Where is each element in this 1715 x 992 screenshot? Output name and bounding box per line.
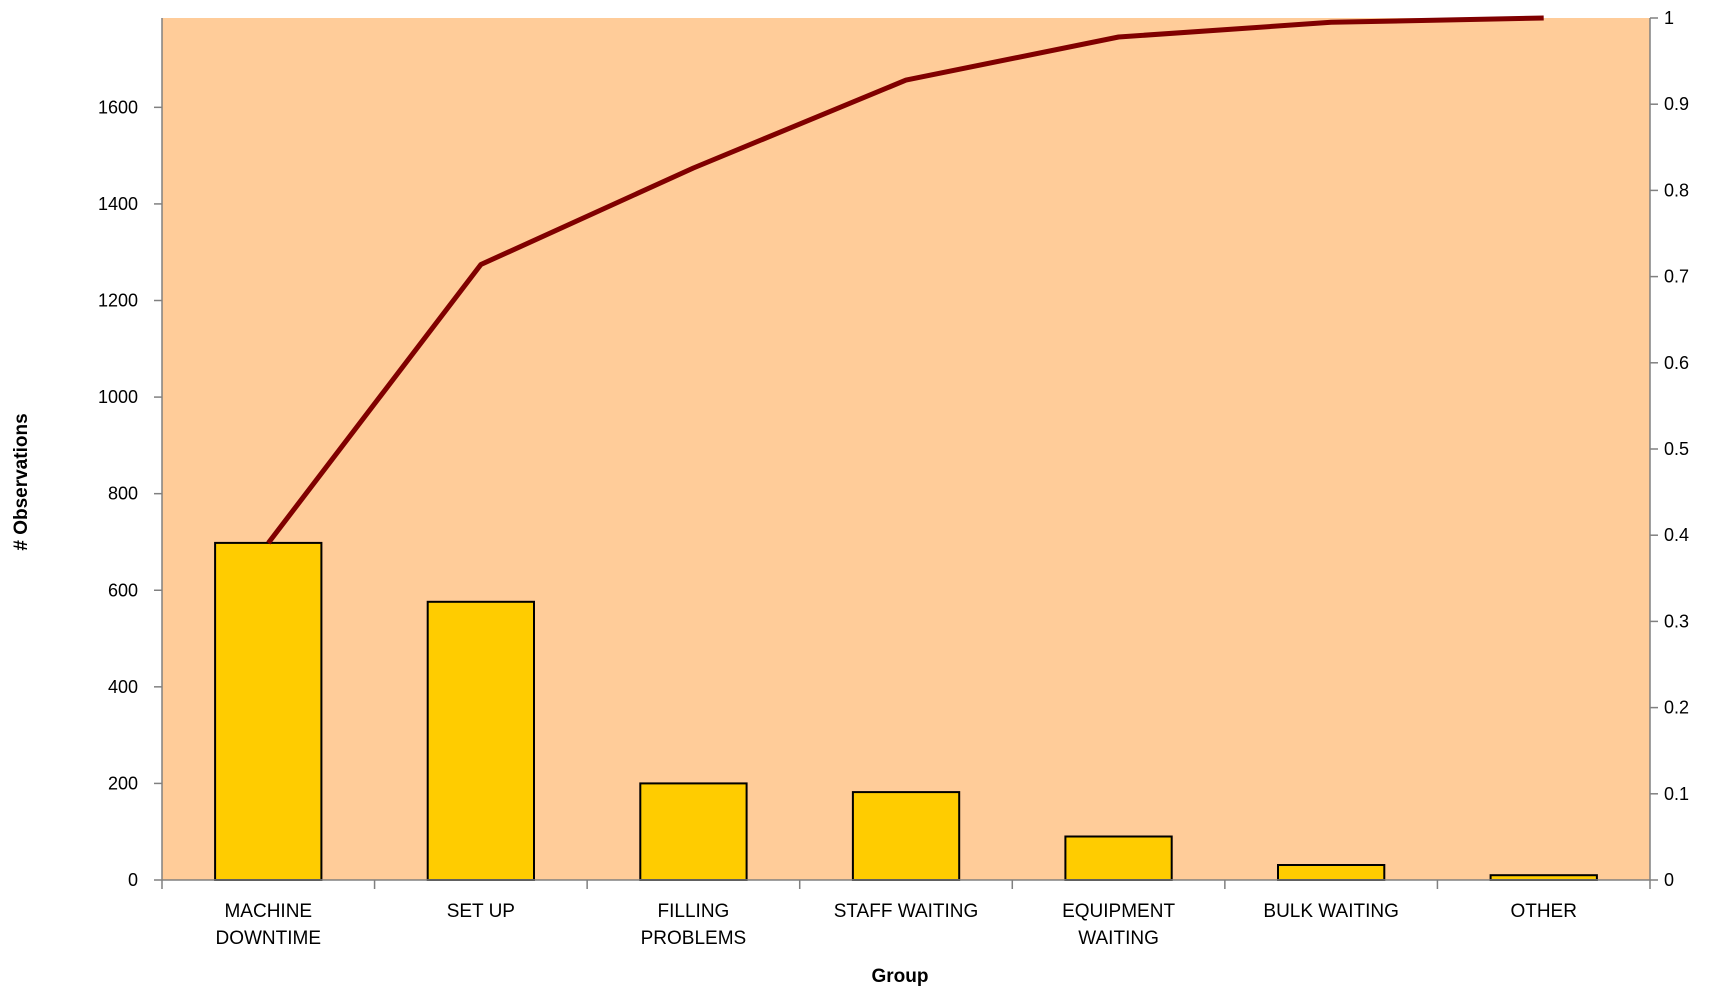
plot-area [162,18,1650,880]
right-tick-label: 0 [1664,870,1674,890]
cumulative-line [266,15,1544,545]
category-label: OTHER [1510,901,1577,922]
axes [154,17,1658,889]
right-tick-label: 0.8 [1664,180,1689,200]
left-tick-label: 800 [108,484,138,504]
category-label: FILLING [658,901,730,922]
category-label: BULK WAITING [1263,901,1398,922]
category-labels: MACHINE DOWNTIME SET UP FILLING PROBLEMS STAF… [216,901,1577,949]
right-tick-label: 1 [1664,8,1674,28]
left-tick-label: 600 [108,580,138,600]
right-axis-tick-labels: 0 0.1 0.2 0.3 0.4 0.5 0.6 0.7 0.8 0.9 1 [1664,8,1689,890]
right-tick-label: 0.4 [1664,525,1689,545]
left-tick-label: 1600 [98,97,138,117]
right-tick-label: 0.2 [1664,698,1689,718]
category-label: EQUIPMENT [1062,901,1175,922]
bar [1064,835,1173,881]
right-tick-label: 0.3 [1664,611,1689,631]
category-label: STAFF WAITING [834,901,979,922]
left-tick-label: 200 [108,773,138,793]
right-tick-label: 0.5 [1664,439,1689,459]
category-label: DOWNTIME [216,928,322,949]
bar [1277,864,1386,881]
y-axis-title: # Observations [11,413,32,550]
category-label: WAITING [1078,928,1159,949]
left-tick-label: 0 [128,870,138,890]
right-tick-label: 0.9 [1664,94,1689,114]
left-tick-label: 1000 [98,387,138,407]
left-tick-label: 400 [108,677,138,697]
x-axis-title: Group [872,966,929,987]
right-tick-label: 0.7 [1664,267,1689,287]
bar [639,782,748,882]
bar-series [214,541,1598,882]
left-axis-tick-labels: 0 200 400 600 800 1000 1200 1400 1600 [98,97,138,890]
bar [426,600,536,881]
left-tick-label: 1400 [98,194,138,214]
category-label: SET UP [447,901,515,922]
left-tick-label: 1200 [98,291,138,311]
category-label: MACHINE [224,901,312,922]
right-tick-label: 0.6 [1664,353,1689,373]
bar [851,791,961,881]
right-tick-label: 0.1 [1664,784,1689,804]
category-label: PROBLEMS [641,928,747,949]
bar [214,541,323,882]
